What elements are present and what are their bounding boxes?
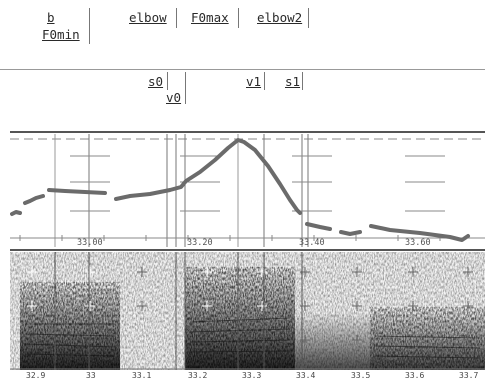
pitch-time-tick: 33.60 [405, 238, 431, 248]
pitch-time-tick: 33.20 [187, 238, 213, 248]
time-axis: 32.9 33 33.1 33.2 33.3 33.4 33.5 33.6 33… [0, 370, 485, 382]
time-axis-label: 32.9 [26, 371, 46, 380]
segment-label-s0[interactable]: s0 [148, 74, 164, 89]
time-axis-label: 33.5 [351, 371, 371, 380]
panel-divider [10, 249, 485, 251]
boundary-mark [185, 72, 186, 104]
tone-label-elbow2[interactable]: elbow2 [257, 10, 303, 25]
grid-plus-markers [27, 267, 267, 311]
spectrogram-panel [10, 252, 485, 370]
time-axis-label: 33.6 [405, 371, 425, 380]
tone-tier: b F0min elbow F0max elbow2 [0, 0, 485, 70]
tone-label-f0max[interactable]: F0max [191, 10, 229, 25]
time-axis-label: 33.1 [132, 371, 152, 380]
segment-label-v0[interactable]: v0 [166, 90, 182, 105]
harmonics [24, 317, 481, 359]
segment-tier: s0 v0 v1 s1 [0, 72, 485, 130]
boundary-mark [264, 72, 265, 90]
pitch-time-tick: 33.40 [299, 238, 325, 248]
boundary-mark [302, 72, 303, 90]
boundary-mark [176, 8, 177, 28]
voiced-texture [370, 307, 485, 370]
tone-label-elbow[interactable]: elbow [129, 10, 167, 25]
tick-dashes [70, 155, 445, 212]
tone-label-b[interactable]: b [47, 10, 55, 25]
panel-divider [10, 131, 485, 133]
boundary-lines [54, 252, 303, 370]
tone-label-f0min[interactable]: F0min [42, 27, 80, 42]
f0-contour [10, 138, 470, 242]
tier-divider [0, 69, 485, 70]
voiced-region [295, 312, 370, 370]
segment-label-s1[interactable]: s1 [285, 74, 301, 89]
time-axis-label: 33.4 [296, 371, 316, 380]
time-axis-label: 33.3 [242, 371, 262, 380]
spectrogram-svg [10, 252, 485, 370]
voiced-texture [20, 282, 120, 370]
segment-label-v1[interactable]: v1 [246, 74, 262, 89]
boundary-mark [167, 72, 168, 90]
pitch-time-tick: 33.00 [77, 238, 103, 248]
pitch-panel: 33.00 33.20 33.40 33.60 [10, 134, 485, 248]
pitch-svg [10, 134, 485, 247]
boundary-mark [308, 8, 309, 28]
time-axis-label: 33.7 [459, 371, 479, 380]
boundary-mark [238, 8, 239, 28]
time-axis-label: 33 [86, 371, 96, 380]
boundary-mark [89, 8, 90, 44]
time-axis-label: 33.2 [188, 371, 208, 380]
